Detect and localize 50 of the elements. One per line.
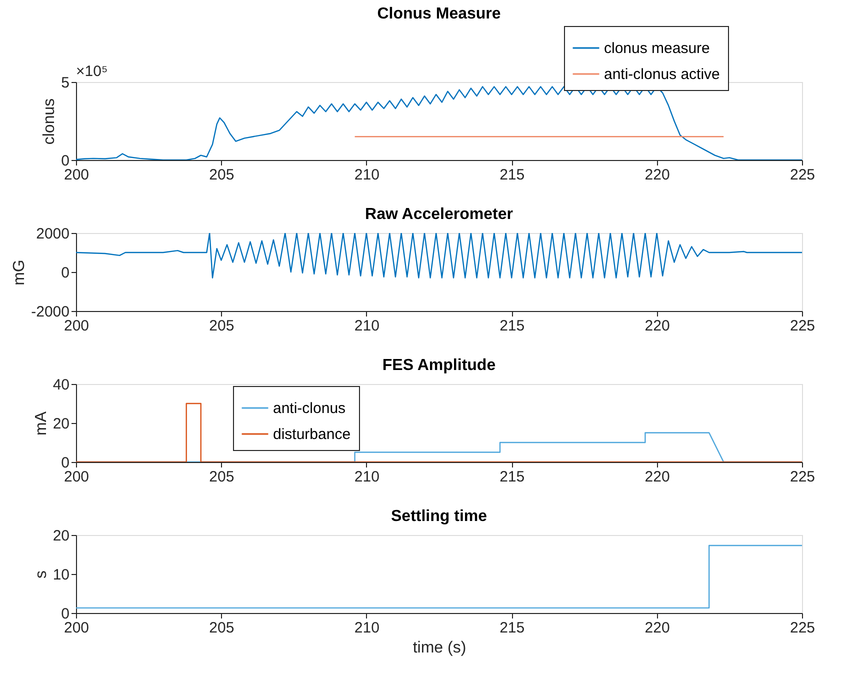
x-tick-label: 200 [64, 166, 90, 184]
x-tick-label: 220 [644, 620, 670, 636]
chart-title: Settling time [390, 508, 488, 525]
y-tick-label: 0 [61, 152, 70, 170]
x-tick-label: 215 [500, 620, 525, 636]
y-tick-label: 2000 [36, 226, 70, 242]
chart-title: FES Amplitude [382, 357, 496, 374]
x-tick-label: 205 [209, 620, 234, 636]
x-tick-label: 220 [644, 166, 670, 184]
x-tick-label: 200 [64, 620, 90, 636]
x-tick-label: 220 [644, 468, 670, 486]
text: ×10⁵ [76, 63, 108, 80]
x-tick-label: 210 [354, 166, 380, 184]
x-tick-label: 210 [354, 620, 380, 636]
line-series [76, 233, 802, 278]
x-tick-label: 210 [354, 318, 380, 334]
x-tick-label: 200 [64, 468, 90, 486]
legend-label: disturbance [273, 426, 351, 443]
x-tick-label: 220 [644, 318, 670, 334]
y-tick-label: 20 [52, 528, 70, 544]
y-axis-title: mG [11, 260, 28, 286]
y-tick-label: 0 [61, 264, 70, 282]
y-tick-label: 0 [61, 454, 70, 472]
legend-label: clonus measure [604, 40, 710, 57]
chart-title: Clonus Measure [377, 6, 501, 22]
x-tick-label: 225 [790, 468, 816, 486]
legend-label: anti-clonus active [604, 66, 720, 83]
x-tick-label: 215 [500, 166, 525, 184]
y-axis-title: mA [32, 411, 50, 436]
x-tick-label: 215 [500, 468, 525, 486]
x-tick-label: 205 [209, 166, 234, 184]
x-tick-label: 225 [790, 620, 816, 636]
y-axis-title: s [32, 570, 50, 578]
x-tick-label: 205 [209, 318, 234, 334]
y-tick-label: -2000 [31, 304, 70, 320]
y-tick-label: 0 [61, 606, 70, 622]
legend-label: anti-clonus [273, 400, 346, 417]
x-tick-label: 225 [790, 318, 816, 334]
x-tick-label: 205 [209, 468, 234, 486]
x-tick-label: 225 [790, 166, 816, 184]
x-tick-label: 200 [64, 318, 90, 334]
y-tick-label: 40 [52, 376, 70, 394]
y-axis-title: clonus [41, 98, 58, 145]
x-tick-label: 210 [354, 468, 380, 486]
y-tick-label: 5 [61, 74, 70, 92]
y-tick-label: 20 [52, 416, 70, 432]
x-axis-title: time (s) [412, 640, 466, 656]
x-tick-label: 215 [500, 318, 525, 334]
y-tick-label: 10 [52, 566, 70, 584]
chart-title: Raw Accelerometer [365, 206, 513, 223]
